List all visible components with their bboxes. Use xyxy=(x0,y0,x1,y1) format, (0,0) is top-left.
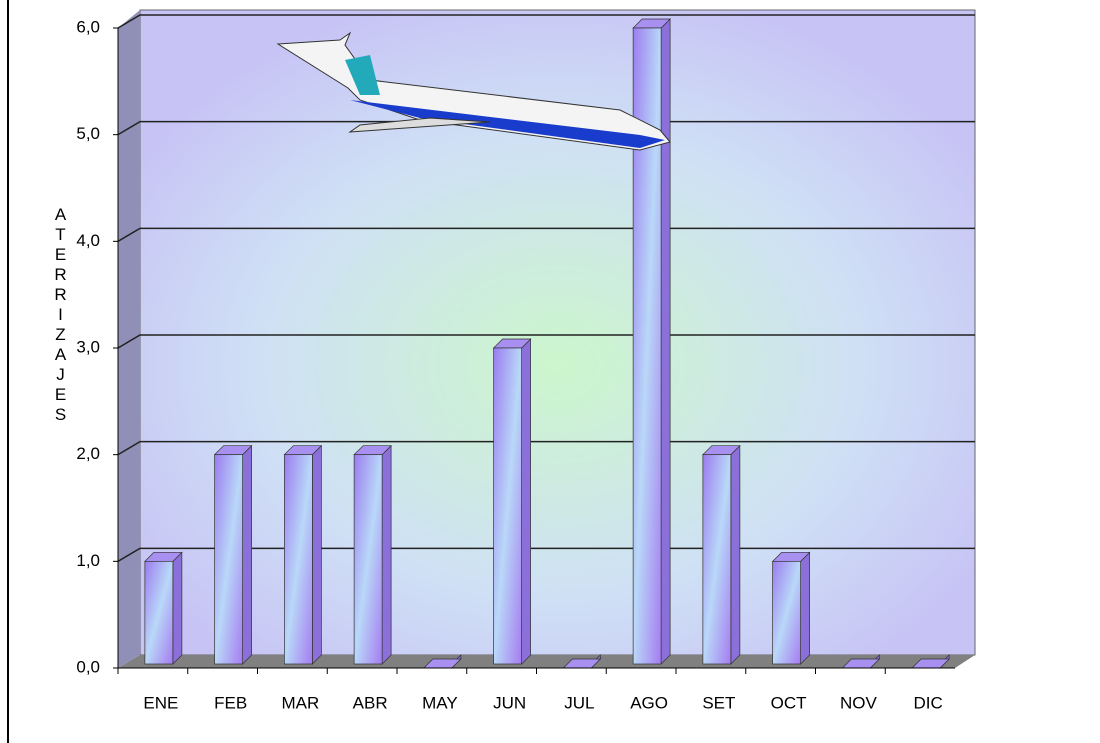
x-tick-label: MAY xyxy=(422,693,458,712)
bar-side xyxy=(312,444,322,665)
x-tick-label: OCT xyxy=(771,693,807,712)
y-tick-label: 1,0 xyxy=(76,551,100,570)
bar xyxy=(493,347,522,665)
bar xyxy=(214,454,243,665)
bar-side xyxy=(660,18,671,665)
bar xyxy=(284,454,313,665)
x-tick-label: JUN xyxy=(493,693,526,712)
x-tick-label: SET xyxy=(702,693,735,712)
x-tick-label: AGO xyxy=(630,693,668,712)
y-tick-label: 0,0 xyxy=(76,657,100,676)
grid-line xyxy=(117,547,975,562)
bar-side xyxy=(730,444,741,665)
y-tick-label: 5,0 xyxy=(76,124,100,143)
x-tick-label: ABR xyxy=(353,693,388,712)
x-tick-label: MAR xyxy=(281,693,319,712)
y-tick-label: 4,0 xyxy=(76,231,100,250)
side-wall xyxy=(118,10,140,668)
bar-side xyxy=(172,551,183,665)
bar xyxy=(702,454,732,665)
grid-line xyxy=(117,14,975,29)
floor xyxy=(118,655,975,668)
bar-side xyxy=(521,338,531,665)
bar xyxy=(144,560,174,665)
y-tick-label: 3,0 xyxy=(76,337,100,356)
grid-line xyxy=(117,120,975,136)
x-tick-label: NOV xyxy=(840,693,878,712)
y-axis-label: ATERRIZAJES xyxy=(51,205,70,425)
x-tick-label: FEB xyxy=(214,693,247,712)
y-tick-label: 2,0 xyxy=(76,444,100,463)
x-tick-label: ENE xyxy=(143,693,178,712)
y-tick-label: 6,0 xyxy=(76,17,100,36)
bar-side xyxy=(381,444,392,665)
grid xyxy=(117,14,975,562)
bar xyxy=(772,560,801,665)
x-tick-label: JUL xyxy=(564,693,594,712)
grid-line xyxy=(117,227,975,242)
x-tick-label: DIC xyxy=(913,693,942,712)
grid-line xyxy=(117,440,975,456)
bar xyxy=(353,454,383,665)
grid-line xyxy=(117,334,975,349)
bar-side xyxy=(242,444,252,665)
airplane xyxy=(276,31,671,151)
bar-side xyxy=(800,551,810,665)
